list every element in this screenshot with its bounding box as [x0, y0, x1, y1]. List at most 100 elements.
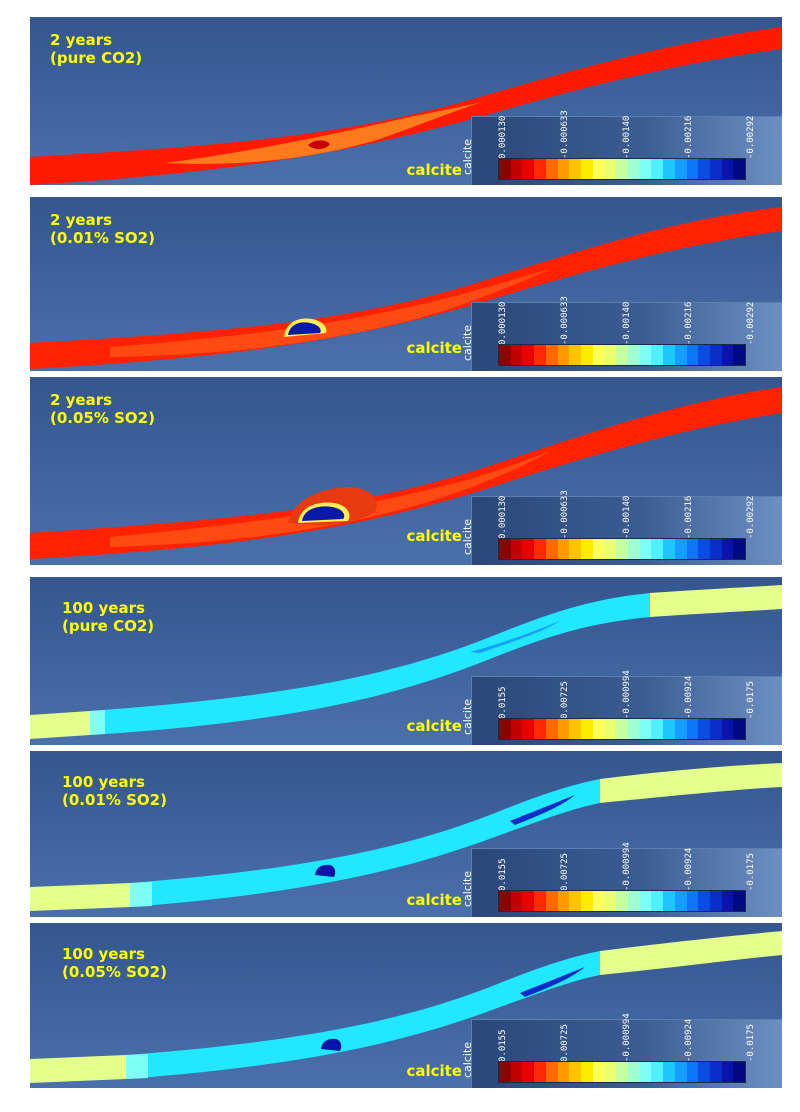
colorbar-swatch: [709, 345, 722, 365]
dissolution-spot: [321, 1038, 342, 1051]
colorbar-tick: 0.000130: [498, 495, 508, 539]
colorbar-tick: -0.00292: [746, 301, 756, 345]
colorbar-swatch: [698, 539, 710, 559]
colorbar-swatch: [651, 539, 664, 559]
colorbar-swatch: [627, 345, 640, 365]
colorbar-swatch: [557, 345, 570, 365]
colorbar-swatch: [499, 891, 511, 911]
colorbar-swatch: [604, 891, 617, 911]
variable-label: calcite: [406, 717, 462, 735]
colorbar-swatch: [698, 345, 710, 365]
colorbar-swatch: [499, 345, 511, 365]
colorbar-legend: calcite 0.000130 -0.000633 -0.00140 -0.0…: [461, 110, 782, 185]
colorbar-swatch: [721, 345, 734, 365]
colorbar-swatch: [616, 539, 628, 559]
colorbar: [498, 538, 746, 560]
colorbar-swatch: [616, 159, 628, 179]
colorbar-swatch: [557, 1062, 570, 1082]
colorbar-swatch: [499, 539, 511, 559]
legend-variable-name: calcite: [461, 1041, 474, 1078]
colorbar-swatch: [627, 1062, 640, 1082]
colorbar-swatch: [663, 159, 675, 179]
colorbar-swatch: [686, 1062, 699, 1082]
reaction-zone: [110, 451, 550, 547]
colorbar-swatch: [663, 719, 675, 739]
colorbar-swatch: [557, 719, 570, 739]
colorbar-swatch: [510, 345, 523, 365]
panel-2y-005-so2: 2 years (0.05% SO2) calcite calcite 0.000…: [30, 377, 782, 565]
colorbar-tick: -0.00924: [684, 675, 694, 719]
colorbar-swatch: [721, 719, 734, 739]
legend-variable-name: calcite: [461, 870, 474, 907]
colorbar-swatch: [639, 891, 652, 911]
panel-title: 100 years (0.05% SO2): [62, 945, 167, 981]
dissolution-streak: [470, 621, 560, 653]
colorbar: [498, 890, 746, 912]
colorbar-swatch: [510, 1062, 523, 1082]
colorbar-swatch: [581, 159, 593, 179]
variable-label: calcite: [406, 891, 462, 909]
colorbar-swatch: [534, 1062, 546, 1082]
fracture-band: [130, 779, 600, 907]
colorbar-swatch: [709, 719, 722, 739]
colorbar-swatch: [639, 345, 652, 365]
colorbar-swatch: [651, 1062, 664, 1082]
fracture-band-outlet: [600, 763, 782, 803]
colorbar-swatch: [545, 345, 558, 365]
colorbar-legend: calcite 0.000130 -0.000633 -0.00140 -0.0…: [461, 296, 782, 371]
colorbar-swatch: [721, 891, 734, 911]
colorbar-tick: -0.0175: [746, 1024, 756, 1062]
colorbar-tick: -0.00292: [746, 495, 756, 539]
colorbar-swatch: [592, 1062, 605, 1082]
dissolution-spot: [315, 864, 336, 877]
colorbar-swatch: [592, 539, 605, 559]
colorbar-swatch: [557, 891, 570, 911]
colorbar-swatch: [698, 891, 710, 911]
variable-label: calcite: [406, 339, 462, 357]
colorbar-swatch: [534, 159, 546, 179]
colorbar-swatch: [639, 539, 652, 559]
colorbar-tick: -0.00924: [684, 1018, 694, 1062]
reaction-zone: [165, 101, 485, 164]
colorbar-swatch: [627, 891, 640, 911]
colorbar-swatch: [545, 891, 558, 911]
colorbar-tick: -0.00216: [684, 301, 694, 345]
colorbar-swatch: [581, 891, 593, 911]
colorbar-swatch: [581, 719, 593, 739]
colorbar-swatch: [698, 1062, 710, 1082]
colorbar-swatch: [569, 891, 582, 911]
colorbar-swatch: [545, 159, 558, 179]
fracture-band: [30, 387, 782, 559]
colorbar-swatch: [545, 1062, 558, 1082]
colorbar-swatch: [663, 539, 675, 559]
colorbar-swatch: [651, 891, 664, 911]
colorbar-swatch: [534, 891, 546, 911]
panel-2y-pure-co2: 2 years (pure CO2) calcite calcite 0.0001…: [30, 17, 782, 185]
colorbar-swatch: [686, 345, 699, 365]
colorbar-swatch: [581, 1062, 593, 1082]
colorbar-swatch: [663, 891, 675, 911]
colorbar-swatch: [534, 345, 546, 365]
colorbar-swatch: [569, 719, 582, 739]
colorbar-tick: 0.00725: [560, 681, 570, 719]
panel-title: 2 years (pure CO2): [50, 31, 143, 67]
colorbar-swatch: [616, 719, 628, 739]
colorbar-swatch: [674, 891, 687, 911]
colorbar-tick: -0.00292: [746, 115, 756, 159]
dissolution-core: [302, 506, 345, 521]
colorbar-tick: -0.000633: [560, 296, 570, 345]
colorbar-tick: -0.00140: [622, 495, 632, 539]
colorbar-swatch: [534, 719, 546, 739]
colorbar-tick: -0.00924: [684, 847, 694, 891]
colorbar-swatch: [733, 159, 746, 179]
colorbar-tick: -0.000994: [622, 670, 632, 719]
colorbar-tick: -0.00216: [684, 495, 694, 539]
colorbar-swatch: [534, 539, 546, 559]
variable-label: calcite: [406, 161, 462, 179]
colorbar-swatch: [674, 539, 687, 559]
fracture-band: [90, 593, 650, 735]
colorbar-swatch: [545, 539, 558, 559]
colorbar-swatch: [569, 345, 582, 365]
colorbar-swatch: [510, 539, 523, 559]
colorbar-swatch: [698, 159, 710, 179]
